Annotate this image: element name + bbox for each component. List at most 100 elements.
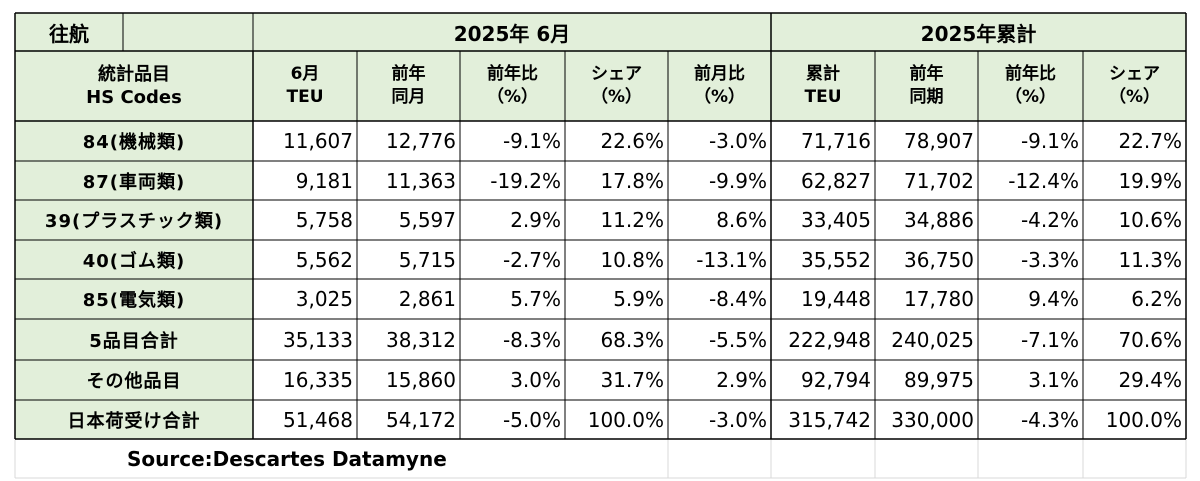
table-cell: -3.0% xyxy=(668,400,771,439)
table-cell: -5.5% xyxy=(668,319,771,360)
table-cell: 92,794 xyxy=(771,360,875,400)
table-cell: 11.2% xyxy=(565,200,668,240)
table-cell: 5.7% xyxy=(460,279,565,319)
table-cell: 19,448 xyxy=(771,279,875,319)
table-cell: 35,133 xyxy=(253,319,357,360)
source-blank xyxy=(15,439,123,478)
table-cell: -9.1% xyxy=(460,121,565,161)
table-cell: -7.1% xyxy=(978,319,1083,360)
table-cell: 33,405 xyxy=(771,200,875,240)
table-cell: -4.2% xyxy=(978,200,1083,240)
table-cell: 10.8% xyxy=(565,240,668,279)
table-cell: 8.6% xyxy=(668,200,771,240)
table-cell: -8.4% xyxy=(668,279,771,319)
table-cell: 9,181 xyxy=(253,161,357,200)
column-header-line: 同月 xyxy=(391,87,426,107)
table-cell: -12.4% xyxy=(978,161,1083,200)
column-header: 前年 同月 xyxy=(357,51,460,121)
column-header: 前年比 （%） xyxy=(978,51,1083,121)
column-header-line: （%） xyxy=(1108,87,1161,107)
row-label: 日本荷受け合計 xyxy=(15,400,253,439)
column-header-line: シェア xyxy=(591,64,642,84)
column-header-line: TEU xyxy=(286,87,324,107)
row-label: 85(電気類) xyxy=(15,279,253,319)
table-cell: 62,827 xyxy=(771,161,875,200)
table-cell: -19.2% xyxy=(460,161,565,200)
table-cell: 5.9% xyxy=(565,279,668,319)
table-cell: 78,907 xyxy=(875,121,978,161)
table-cell: -9.9% xyxy=(668,161,771,200)
table-cell: 11,363 xyxy=(357,161,460,200)
column-header-line: TEU xyxy=(804,87,842,107)
table-cell: 330,000 xyxy=(875,400,978,439)
column-header-line: HS Codes xyxy=(86,87,182,108)
column-header: 前月比 （%） xyxy=(668,51,771,121)
table-cell: 2,861 xyxy=(357,279,460,319)
column-header-line: 累計 xyxy=(806,64,840,84)
column-header: 6月 TEU xyxy=(253,51,357,121)
table-cell: 36,750 xyxy=(875,240,978,279)
column-header-line: 前年 xyxy=(909,64,944,84)
table-cell: 22.6% xyxy=(565,121,668,161)
table-cell: 6.2% xyxy=(1083,279,1186,319)
row-label: 84(機械類) xyxy=(15,121,253,161)
column-header-line: 統計品目 xyxy=(98,64,170,85)
row-label: 39(プラスチック類) xyxy=(15,200,253,240)
row-label: 5品目合計 xyxy=(15,319,253,360)
column-header: 前年 同期 xyxy=(875,51,978,121)
column-header: 統計品目 HS Codes xyxy=(15,51,253,121)
table-cell: 29.4% xyxy=(1083,360,1186,400)
column-header: シェア （%） xyxy=(1083,51,1186,121)
table-cell: 17,780 xyxy=(875,279,978,319)
table-cell: -3.0% xyxy=(668,121,771,161)
column-header-line: 同期 xyxy=(909,87,944,107)
table-cell: 100.0% xyxy=(1083,400,1186,439)
column-header-line: （%） xyxy=(1004,87,1057,107)
table-cell: 3.0% xyxy=(460,360,565,400)
column-header: 前年比 （%） xyxy=(460,51,565,121)
column-header-line: （%） xyxy=(693,87,746,107)
table-cell: 71,702 xyxy=(875,161,978,200)
corner-blank xyxy=(123,13,253,51)
table-cell: 17.8% xyxy=(565,161,668,200)
table-cell: 68.3% xyxy=(565,319,668,360)
group-header-cumulative: 2025年累計 xyxy=(771,13,1186,51)
column-header: シェア （%） xyxy=(565,51,668,121)
table-cell: -2.7% xyxy=(460,240,565,279)
table-cell: 89,975 xyxy=(875,360,978,400)
table-cell: -5.0% xyxy=(460,400,565,439)
table-cell: 3.1% xyxy=(978,360,1083,400)
table-cell: 5,597 xyxy=(357,200,460,240)
table-cell: 31.7% xyxy=(565,360,668,400)
corner-label: 往航 xyxy=(15,13,123,51)
table-cell: 22.7% xyxy=(1083,121,1186,161)
column-header-line: （%） xyxy=(486,87,539,107)
table-cell: 315,742 xyxy=(771,400,875,439)
table-cell: -8.3% xyxy=(460,319,565,360)
table-cell: -4.3% xyxy=(978,400,1083,439)
table-cell: 19.9% xyxy=(1083,161,1186,200)
table-cell: 34,886 xyxy=(875,200,978,240)
table-cell: 10.6% xyxy=(1083,200,1186,240)
column-header-line: 前年 xyxy=(391,64,426,84)
table-cell: 11,607 xyxy=(253,121,357,161)
column-header-line: 前月比 xyxy=(694,64,745,84)
table-cell: 3,025 xyxy=(253,279,357,319)
group-header-month: 2025年 6月 xyxy=(253,13,771,51)
table-cell: -9.1% xyxy=(978,121,1083,161)
row-label: その他品目 xyxy=(15,360,253,400)
table-cell: 2.9% xyxy=(460,200,565,240)
table-cell: 71,716 xyxy=(771,121,875,161)
table-cell: 70.6% xyxy=(1083,319,1186,360)
table-cell: 51,468 xyxy=(253,400,357,439)
row-label: 87(車両類) xyxy=(15,161,253,200)
table-cell: 5,715 xyxy=(357,240,460,279)
column-header-line: 前年比 xyxy=(1005,64,1056,84)
table-cell: 222,948 xyxy=(771,319,875,360)
table-cell: 35,552 xyxy=(771,240,875,279)
column-header-line: 6月 xyxy=(290,64,320,84)
table-cell: 240,025 xyxy=(875,319,978,360)
table-cell: 9.4% xyxy=(978,279,1083,319)
source-note: Source:Descartes Datamyne xyxy=(123,439,565,478)
